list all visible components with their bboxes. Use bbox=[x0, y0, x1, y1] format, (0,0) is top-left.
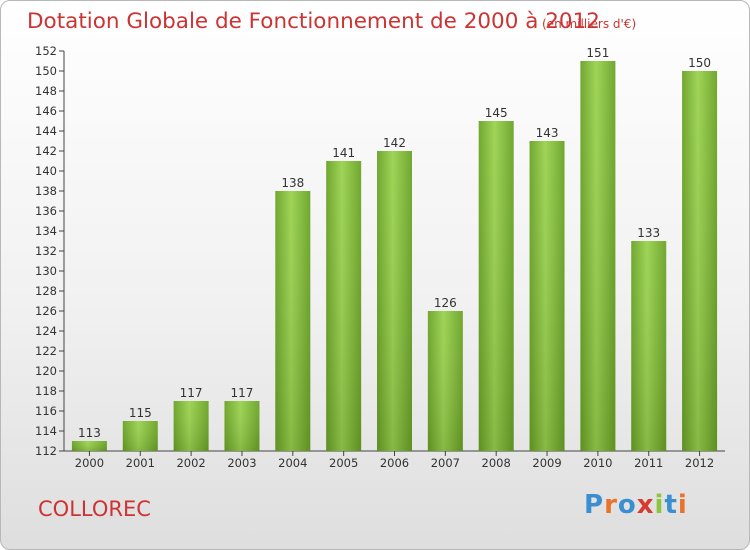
bar-value-label: 150 bbox=[688, 56, 711, 70]
logo-letter: t bbox=[664, 490, 678, 520]
bar-value-label: 133 bbox=[637, 226, 660, 240]
y-tick-label: 120 bbox=[35, 364, 57, 378]
y-tick-label: 138 bbox=[35, 184, 57, 198]
y-tick-label: 148 bbox=[35, 84, 57, 98]
bar-value-label: 151 bbox=[586, 46, 609, 60]
logo-letter: P bbox=[584, 490, 605, 520]
y-axis: 112 114 116 118 120 122 124 126 128 130 132 134 136 1… bbox=[35, 44, 65, 458]
bar-shade bbox=[377, 151, 412, 451]
y-tick-label: 124 bbox=[35, 324, 57, 338]
bar-group: 133 bbox=[631, 226, 667, 451]
y-tick-label: 126 bbox=[35, 304, 57, 318]
x-tick-label: 2010 bbox=[583, 456, 612, 470]
x-tick-label: 2003 bbox=[227, 456, 256, 470]
bar-value-label: 115 bbox=[129, 406, 152, 420]
chart-subtitle: (en milliers d'€) bbox=[542, 17, 637, 31]
bar-group: 151 bbox=[580, 46, 616, 451]
bar-shade bbox=[631, 241, 667, 451]
bar-value-label: 126 bbox=[434, 296, 457, 310]
bar-group: 113 bbox=[71, 426, 107, 451]
y-tick-label: 146 bbox=[35, 104, 57, 118]
bars: 113 115 117 117 138 141 142 126 145 143 151 133 150 bbox=[71, 46, 718, 451]
logo-letter: r bbox=[604, 490, 618, 520]
y-tick-label: 134 bbox=[35, 224, 57, 238]
bar-shade bbox=[224, 401, 260, 451]
y-tick-label: 144 bbox=[35, 124, 57, 138]
y-tick-label: 128 bbox=[35, 284, 57, 298]
bar-shade bbox=[478, 121, 514, 451]
x-tick-label: 2011 bbox=[634, 456, 663, 470]
chart-title: Dotation Globale de Fonctionnement de 20… bbox=[27, 9, 600, 34]
x-tick-label: 2004 bbox=[278, 456, 307, 470]
bar-value-label: 117 bbox=[231, 386, 254, 400]
y-tick-label: 112 bbox=[35, 444, 57, 458]
bar-shade bbox=[122, 421, 158, 451]
y-tick-label: 116 bbox=[35, 404, 57, 418]
x-tick-label: 2012 bbox=[685, 456, 714, 470]
bar-value-label: 143 bbox=[536, 126, 559, 140]
x-axis: 2000 2001 2002 2003 2004 2005 2006 2007 2008 2009… bbox=[64, 450, 725, 470]
x-tick-label: 2006 bbox=[380, 456, 409, 470]
bar-group: 142 bbox=[377, 136, 412, 451]
y-tick-label: 114 bbox=[35, 424, 57, 438]
bar-shade bbox=[682, 71, 718, 451]
bar-group: 117 bbox=[224, 386, 260, 451]
bar-value-label: 113 bbox=[78, 426, 101, 440]
logo-letter: i bbox=[677, 490, 688, 520]
bar-group: 126 bbox=[427, 296, 463, 451]
bar-shade bbox=[71, 441, 107, 451]
y-tick-label: 130 bbox=[35, 264, 57, 278]
x-tick-label: 2009 bbox=[532, 456, 561, 470]
proxiti-logo[interactable]: Proxiti bbox=[584, 490, 688, 520]
logo-letter: x bbox=[636, 490, 655, 520]
y-tick-label: 132 bbox=[35, 244, 57, 258]
x-tick-label: 2008 bbox=[482, 456, 511, 470]
bar-shade bbox=[326, 161, 362, 451]
y-tick-label: 142 bbox=[35, 144, 57, 158]
x-tick-label: 2002 bbox=[176, 456, 205, 470]
logo-letter: i bbox=[654, 490, 665, 520]
x-tick-label: 2000 bbox=[75, 456, 104, 470]
logo-letter: o bbox=[617, 490, 637, 520]
bar-value-label: 145 bbox=[485, 106, 508, 120]
bar-shade bbox=[275, 191, 311, 451]
y-tick-label: 118 bbox=[35, 384, 57, 398]
x-tick-label: 2001 bbox=[126, 456, 155, 470]
bar-shade bbox=[529, 141, 565, 451]
bar-group: 150 bbox=[682, 56, 718, 451]
y-tick-label: 122 bbox=[35, 344, 57, 358]
y-tick-label: 152 bbox=[35, 44, 57, 58]
bar-value-label: 138 bbox=[281, 176, 304, 190]
bar-group: 117 bbox=[173, 386, 209, 451]
x-tick-label: 2005 bbox=[329, 456, 358, 470]
bar-group: 141 bbox=[326, 146, 362, 451]
place-name: COLLOREC bbox=[38, 497, 151, 521]
bar-shade bbox=[173, 401, 209, 451]
bar-group: 145 bbox=[478, 106, 514, 451]
y-tick-label: 150 bbox=[35, 64, 57, 78]
y-tick-label: 140 bbox=[35, 164, 57, 178]
bar-value-label: 117 bbox=[180, 386, 203, 400]
bar-group: 115 bbox=[122, 406, 158, 451]
bar-group: 138 bbox=[275, 176, 311, 451]
y-tick-label: 136 bbox=[35, 204, 57, 218]
bar-shade bbox=[427, 311, 463, 451]
bar-shade bbox=[580, 61, 616, 451]
bar-value-label: 141 bbox=[332, 146, 355, 160]
bar-value-label: 142 bbox=[383, 136, 406, 150]
x-tick-label: 2007 bbox=[431, 456, 460, 470]
bar-group: 143 bbox=[529, 126, 565, 451]
